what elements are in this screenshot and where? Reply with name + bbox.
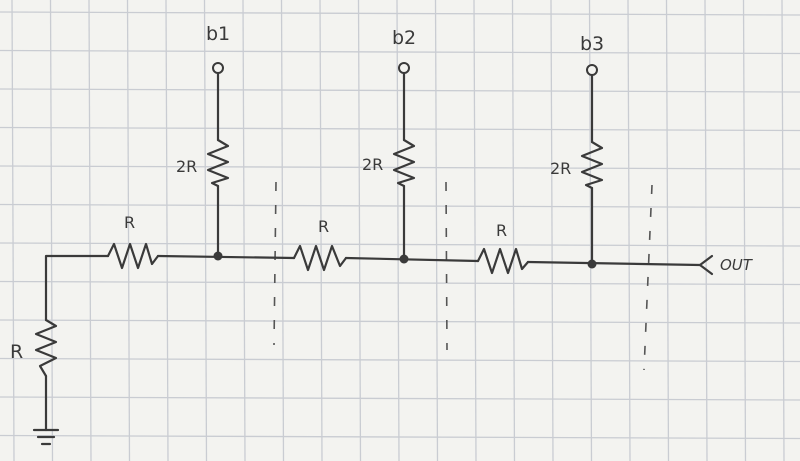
grid-line-horizontal xyxy=(0,49,800,55)
b3-terminal xyxy=(586,64,598,76)
divider-line-1 xyxy=(273,181,277,346)
b2-2r-label: 2R xyxy=(362,155,383,174)
series-r2-label: R xyxy=(318,217,329,236)
grid-line-vertical xyxy=(242,0,246,461)
grid-line-horizontal xyxy=(0,203,800,209)
b2-2r-resistor xyxy=(392,138,416,188)
grid-line-horizontal xyxy=(0,242,800,247)
grid-line-horizontal xyxy=(0,319,800,324)
grid-line-vertical xyxy=(627,0,631,461)
grid-line-vertical xyxy=(704,0,708,461)
grid-line-vertical xyxy=(550,0,554,461)
b1-2r-label: 2R xyxy=(176,157,197,176)
grid-line-vertical xyxy=(396,0,400,461)
series-r3-label: R xyxy=(496,221,507,240)
grid-line-horizontal xyxy=(0,88,800,93)
b1-label: b1 xyxy=(206,23,230,45)
b3-2r-resistor xyxy=(580,140,604,190)
output-label: OUT xyxy=(720,256,754,274)
bus-wire-1 xyxy=(156,254,296,260)
b3-2r-label: 2R xyxy=(550,159,571,178)
input-terminals xyxy=(212,62,598,76)
grid-line-vertical xyxy=(165,0,169,461)
series-resistor-1 xyxy=(106,242,160,270)
b1-terminal xyxy=(212,62,224,74)
series-r1-label: R xyxy=(124,213,135,232)
grid-line-vertical xyxy=(781,0,785,461)
grid-line-vertical xyxy=(511,0,516,461)
grid-line-vertical xyxy=(203,0,208,461)
wires xyxy=(44,72,702,432)
grid-line-vertical xyxy=(280,0,285,461)
grid-line-horizontal xyxy=(0,434,800,440)
junctions xyxy=(213,251,597,269)
grid-line-vertical xyxy=(473,0,477,461)
section-dividers xyxy=(273,181,653,371)
grid-line-vertical xyxy=(49,0,54,461)
divider-line-2 xyxy=(445,181,448,351)
divider-line-3 xyxy=(643,184,653,371)
grid-line-vertical xyxy=(357,0,362,461)
ground-resistor xyxy=(34,318,58,378)
b2-label: b2 xyxy=(392,27,416,49)
grid-line-horizontal xyxy=(0,11,800,16)
junction-dot-2 xyxy=(399,254,409,264)
resistors xyxy=(34,138,604,378)
grid-line-vertical xyxy=(319,0,323,461)
ground-r-label: R xyxy=(10,341,23,363)
series-resistor-2 xyxy=(292,244,348,272)
grid-line-horizontal xyxy=(0,396,800,401)
b1-2r-resistor xyxy=(206,138,230,188)
left-corner-wire xyxy=(44,254,110,322)
grid-line-horizontal xyxy=(0,280,800,286)
grid-line-vertical xyxy=(434,0,439,461)
grid-line-vertical xyxy=(126,0,131,461)
b3-label: b3 xyxy=(580,33,604,55)
junction-dot-3 xyxy=(587,259,597,269)
grid-line-vertical xyxy=(665,0,670,461)
grid-line-vertical xyxy=(88,0,92,461)
bus-wire-3 xyxy=(526,260,702,267)
grid-line-vertical xyxy=(742,0,747,461)
grid-line-vertical xyxy=(588,0,593,461)
output-arrow-icon xyxy=(698,254,714,276)
grid-line-vertical xyxy=(11,0,15,461)
bus-wire-2 xyxy=(344,256,480,263)
series-resistor-3 xyxy=(476,247,530,275)
grid-line-horizontal xyxy=(0,126,800,132)
grid-line-horizontal xyxy=(0,357,800,363)
b2-terminal xyxy=(398,62,410,74)
ground-icon xyxy=(32,428,60,446)
junction-dot-1 xyxy=(213,251,223,261)
